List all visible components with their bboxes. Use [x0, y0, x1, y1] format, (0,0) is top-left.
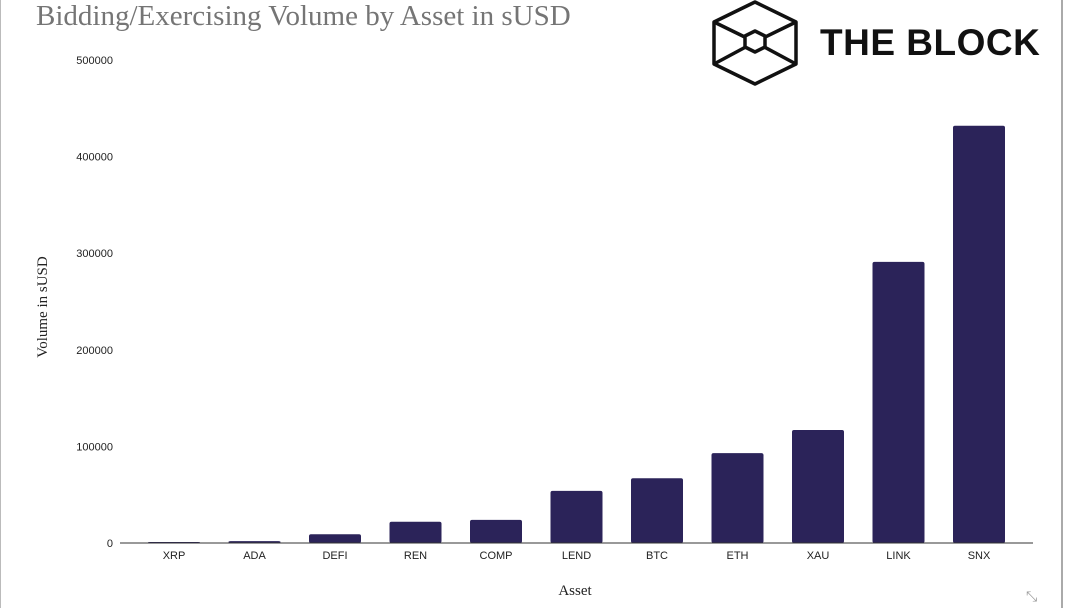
bar-lend — [550, 490, 603, 543]
x-tick-label: ETH — [727, 550, 749, 562]
y-tick-label: 100000 — [76, 441, 113, 453]
x-axis-label: Asset — [558, 583, 592, 599]
bar-snx — [953, 125, 1005, 544]
x-tick-label: XAU — [807, 550, 830, 562]
bar-comp — [470, 519, 522, 543]
y-tick-label: 300000 — [76, 248, 113, 260]
y-tick-label: 400000 — [76, 152, 113, 164]
y-tick-label: 500000 — [76, 55, 113, 67]
x-tick-label: BTC — [646, 550, 668, 562]
x-tick-label: DEFI — [322, 550, 347, 562]
x-tick-label: COMP — [480, 550, 513, 562]
y-tick-label: 200000 — [76, 345, 113, 357]
bar-xau — [792, 429, 844, 543]
y-axis-label: Volume in sUSD — [35, 256, 51, 358]
x-tick-label: LINK — [886, 550, 911, 562]
brand-logo-text: THE BLOCK — [820, 22, 1041, 63]
x-tick-label: REN — [404, 550, 427, 562]
bar-defi — [309, 534, 361, 543]
x-tick-label: SNX — [968, 550, 991, 562]
bar-btc — [631, 478, 683, 543]
bar-ren — [389, 521, 442, 543]
y-tick-label: 0 — [107, 538, 113, 550]
x-tick-label: LEND — [562, 550, 591, 562]
bar-link — [872, 261, 925, 543]
bar-eth — [711, 453, 764, 543]
x-tick-label: XRP — [163, 550, 186, 562]
expand-icon[interactable]: ⤡ — [1026, 588, 1038, 604]
chart-title: Bidding/Exercising Volume by Asset in sU… — [36, 0, 571, 32]
x-tick-label: ADA — [243, 550, 266, 562]
